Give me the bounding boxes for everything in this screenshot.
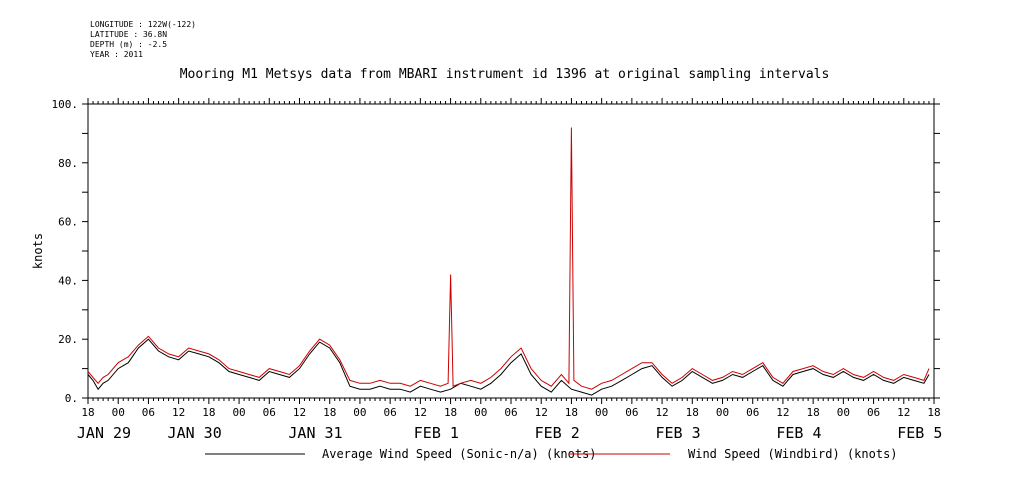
- x-hour-label: 18: [444, 406, 457, 419]
- y-tick-label: 20.: [58, 333, 78, 346]
- x-hour-label: 06: [625, 406, 638, 419]
- x-date-label: FEB 4: [776, 424, 821, 442]
- x-hour-label: 12: [535, 406, 548, 419]
- x-date-label: FEB 5: [897, 424, 942, 442]
- x-hour-label: 12: [414, 406, 427, 419]
- x-hour-label: 00: [353, 406, 366, 419]
- x-hour-label: 12: [655, 406, 668, 419]
- y-axis-label: knots: [31, 233, 45, 269]
- x-hour-label: 06: [384, 406, 397, 419]
- legend-label-1: Average Wind Speed (Sonic-n/a) (knots): [322, 447, 597, 461]
- x-hour-label: 18: [565, 406, 578, 419]
- y-tick-label: 60.: [58, 216, 78, 229]
- x-hour-label: 18: [686, 406, 699, 419]
- x-hour-label: 12: [293, 406, 306, 419]
- x-hour-label: 00: [232, 406, 245, 419]
- y-tick-label: 40.: [58, 274, 78, 287]
- x-hour-label: 06: [746, 406, 759, 419]
- x-hour-label: 00: [716, 406, 729, 419]
- y-tick-label: 100.: [52, 98, 79, 111]
- x-hour-label: 12: [172, 406, 185, 419]
- x-hour-label: 18: [807, 406, 820, 419]
- x-hour-label: 12: [776, 406, 789, 419]
- year-label: YEAR : 2011: [90, 50, 143, 59]
- y-tick-label: 0.: [65, 392, 78, 405]
- x-hour-label: 12: [897, 406, 910, 419]
- legend-label-2: Wind Speed (Windbird) (knots): [688, 447, 898, 461]
- x-hour-label: 00: [837, 406, 850, 419]
- longitude-label: LONGITUDE : 122W(-122): [90, 20, 196, 29]
- x-hour-label: 00: [474, 406, 487, 419]
- x-date-label: JAN 29: [77, 424, 131, 442]
- plot-frame: [87, 103, 935, 399]
- x-hour-label: 06: [504, 406, 517, 419]
- x-hour-label: 00: [595, 406, 608, 419]
- x-date-label: JAN 30: [168, 424, 222, 442]
- x-hour-label: 00: [112, 406, 125, 419]
- x-hour-label: 18: [927, 406, 940, 419]
- x-hour-label: 06: [263, 406, 276, 419]
- chart-title: Mooring M1 Metsys data from MBARI instru…: [179, 67, 830, 82]
- x-date-label: FEB 1: [414, 424, 459, 442]
- x-hour-label: 18: [81, 406, 94, 419]
- depth-label: DEPTH (m) : -2.5: [90, 40, 168, 49]
- x-hour-label: 18: [202, 406, 215, 419]
- x-hour-label: 06: [867, 406, 880, 419]
- series-line-1: [87, 338, 930, 396]
- latitude-label: LATITUDE : 36.8N: [90, 30, 168, 39]
- x-hour-label: 06: [142, 406, 155, 419]
- y-tick-label: 80.: [58, 157, 78, 170]
- series-line-2: [87, 127, 930, 390]
- x-date-label: JAN 31: [288, 424, 342, 442]
- metadata-block: LONGITUDE : 122W(-122) LATITUDE : 36.8N …: [90, 20, 196, 60]
- x-hour-label: 18: [323, 406, 336, 419]
- x-date-label: FEB 2: [535, 424, 580, 442]
- x-date-label: FEB 3: [655, 424, 700, 442]
